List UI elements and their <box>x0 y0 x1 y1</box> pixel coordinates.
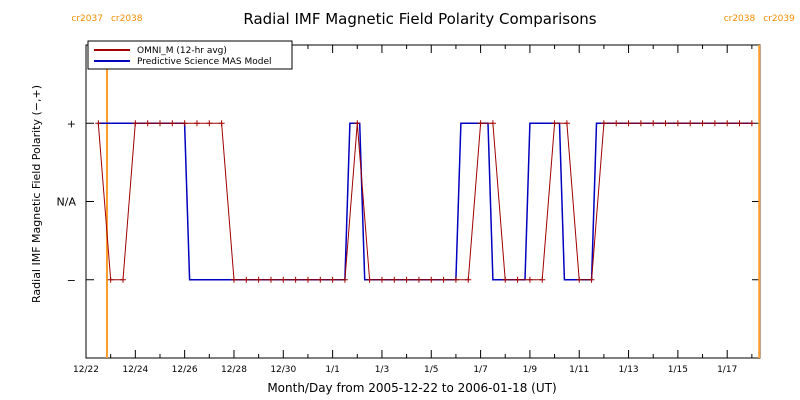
x-tick-label: 1/7 <box>473 365 487 375</box>
data-point <box>489 120 496 127</box>
data-point <box>526 276 533 283</box>
data-point <box>403 276 410 283</box>
data-point <box>711 120 718 127</box>
x-tick-label: 1/3 <box>375 365 389 375</box>
data-point <box>415 276 422 283</box>
data-point <box>378 276 385 283</box>
carrington-label-left: cr2037 <box>71 14 103 24</box>
x-tick-label: 12/30 <box>270 365 296 375</box>
data-point <box>576 276 583 283</box>
data-point <box>107 276 114 283</box>
data-point <box>699 120 706 127</box>
data-point <box>243 276 250 283</box>
chart-title: Radial IMF Magnetic Field Polarity Compa… <box>243 10 596 28</box>
x-tick-label: 1/11 <box>569 365 589 375</box>
data-point <box>169 120 176 127</box>
legend-box <box>87 40 293 70</box>
data-point <box>613 120 620 127</box>
carrington-label-left: cr2038 <box>724 14 756 24</box>
data-point <box>354 120 361 127</box>
data-point <box>625 120 632 127</box>
data-point <box>600 120 607 127</box>
data-point <box>95 120 102 127</box>
data-point <box>119 276 126 283</box>
data-point <box>637 120 644 127</box>
data-point <box>292 276 299 283</box>
carrington-label-right: cr2038 <box>111 14 143 24</box>
x-tick-label: 1/13 <box>618 365 638 375</box>
legend-label: Predictive Science MAS Model <box>137 57 272 67</box>
x-tick-label: 1/15 <box>668 365 688 375</box>
x-tick-label: 12/22 <box>73 365 99 375</box>
legend: OMNI_M (12-hr avg)Predictive Science MAS… <box>87 40 293 70</box>
y-tick-label: + <box>67 117 76 130</box>
x-tick-label: 1/9 <box>523 365 538 375</box>
x-tick-label: 1/1 <box>325 365 339 375</box>
data-point <box>391 276 398 283</box>
data-point <box>477 120 484 127</box>
y-tick-label: N/A <box>57 196 77 209</box>
x-tick-label: 12/24 <box>122 365 148 375</box>
y-tick-label: − <box>67 274 76 287</box>
data-point <box>366 276 373 283</box>
x-axis-label: Month/Day from 2005-12-22 to 2006-01-18 … <box>267 381 556 395</box>
data-point <box>156 120 163 127</box>
data-point <box>724 120 731 127</box>
data-point <box>428 276 435 283</box>
data-point <box>502 276 509 283</box>
data-point <box>206 120 213 127</box>
data-point <box>563 120 570 127</box>
data-point <box>551 120 558 127</box>
x-tick-label: 1/5 <box>424 365 438 375</box>
data-point <box>218 120 225 127</box>
data-point <box>255 276 262 283</box>
data-point <box>329 276 336 283</box>
data-point <box>539 276 546 283</box>
data-point <box>674 120 681 127</box>
data-point <box>341 276 348 283</box>
x-tick-label: 12/26 <box>172 365 198 375</box>
data-point <box>465 276 472 283</box>
data-point <box>452 276 459 283</box>
data-point <box>514 276 521 283</box>
data-point <box>317 276 324 283</box>
x-tick-label: 1/17 <box>717 365 737 375</box>
data-point <box>144 120 151 127</box>
data-point <box>181 120 188 127</box>
data-point <box>280 276 287 283</box>
plot-layer: 12/22 12/24 12/26 12/28 12/30 1/1 1/3 1/5 1/7 1/9… <box>57 14 796 375</box>
data-point <box>588 276 595 283</box>
data-point <box>736 120 743 127</box>
data-point <box>748 120 755 127</box>
data-point <box>662 120 669 127</box>
data-point <box>193 120 200 127</box>
data-point <box>132 120 139 127</box>
data-point <box>230 276 237 283</box>
x-tick-label: 12/28 <box>221 365 247 375</box>
data-point <box>440 276 447 283</box>
data-point <box>687 120 694 127</box>
y-axis-label: Radial IMF Magnetic Field Polarity (−,+) <box>30 85 43 303</box>
carrington-label-right: cr2039 <box>763 14 795 24</box>
data-point <box>304 276 311 283</box>
data-point <box>650 120 657 127</box>
data-point <box>267 276 274 283</box>
legend-label: OMNI_M (12-hr avg) <box>137 46 227 56</box>
